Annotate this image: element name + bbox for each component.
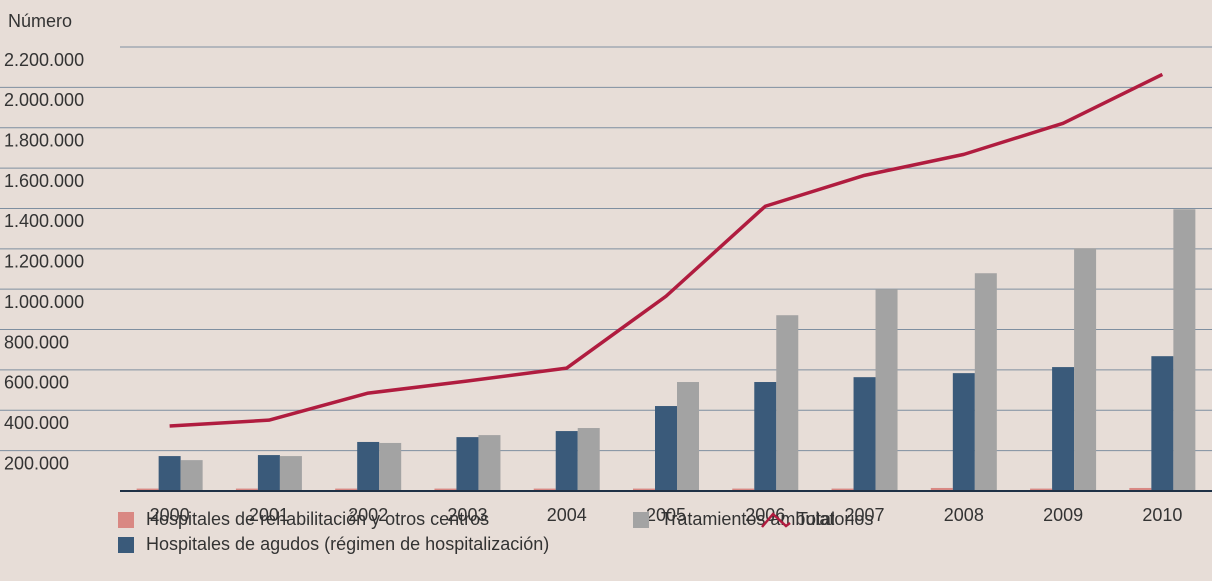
x-tick-label: 2007 bbox=[845, 505, 885, 525]
legend-label: Hospitales de agudos (régimen de hospita… bbox=[146, 534, 549, 554]
y-tick-label: 1.400.000 bbox=[4, 211, 84, 231]
bar bbox=[732, 488, 755, 491]
y-tick-label: 2.000.000 bbox=[4, 90, 84, 110]
y-tick-label: 200.000 bbox=[4, 453, 69, 473]
bar bbox=[974, 273, 997, 491]
x-tick-label: 2002 bbox=[348, 505, 388, 525]
bar bbox=[577, 428, 600, 491]
x-tick-label: 2010 bbox=[1142, 505, 1182, 525]
x-tick-label: 2009 bbox=[1043, 505, 1083, 525]
bar bbox=[1052, 367, 1075, 491]
legend-label: Hospitales de rehabilitación y otros cen… bbox=[146, 509, 489, 529]
bar bbox=[1030, 488, 1053, 491]
y-tick-label: 600.000 bbox=[4, 373, 69, 393]
y-tick-label: 1.200.000 bbox=[4, 252, 84, 272]
bar bbox=[434, 488, 457, 491]
y-tick-label: 800.000 bbox=[4, 332, 69, 352]
legend-swatch bbox=[118, 512, 134, 528]
legend-label: Tratamientos ambulatorios bbox=[661, 509, 873, 529]
bar bbox=[831, 488, 854, 491]
bar bbox=[754, 382, 777, 491]
bar bbox=[1173, 209, 1196, 491]
legend-swatch bbox=[118, 537, 134, 553]
bar bbox=[1129, 487, 1152, 491]
bar bbox=[257, 455, 280, 491]
y-tick-label: 1.000.000 bbox=[4, 292, 84, 312]
bar bbox=[776, 315, 799, 491]
bar bbox=[158, 456, 181, 491]
bar bbox=[875, 289, 898, 491]
y-tick-label: 2.200.000 bbox=[4, 50, 84, 70]
y-tick-label: 1.600.000 bbox=[4, 171, 84, 191]
x-tick-label: 2008 bbox=[944, 505, 984, 525]
bar bbox=[456, 437, 479, 491]
x-tick-label: 2001 bbox=[249, 505, 289, 525]
bar bbox=[478, 435, 501, 491]
bar bbox=[279, 456, 302, 491]
x-tick-label: 2006 bbox=[745, 505, 785, 525]
y-tick-label: 1.800.000 bbox=[4, 130, 84, 150]
legend-swatch bbox=[761, 512, 791, 528]
bar bbox=[555, 431, 578, 491]
bar bbox=[136, 488, 159, 491]
x-tick-label: 2003 bbox=[447, 505, 487, 525]
bar bbox=[379, 442, 402, 491]
bar bbox=[677, 382, 699, 491]
y-axis-label: Número bbox=[8, 11, 72, 31]
x-tick-label: 2000 bbox=[150, 505, 190, 525]
y-tick-label: 400.000 bbox=[4, 413, 69, 433]
legend-swatch bbox=[633, 512, 649, 528]
bar bbox=[952, 373, 975, 491]
bar bbox=[930, 487, 953, 491]
bar bbox=[533, 488, 556, 491]
x-tick-label: 2005 bbox=[646, 505, 686, 525]
bar bbox=[853, 377, 876, 491]
x-tick-label: 2004 bbox=[547, 505, 587, 525]
bar bbox=[633, 488, 655, 491]
bar bbox=[235, 488, 258, 491]
legend-label: Total bbox=[797, 509, 835, 529]
bar bbox=[655, 406, 677, 491]
bar bbox=[1151, 356, 1174, 491]
bar bbox=[357, 441, 380, 491]
bar bbox=[1074, 248, 1097, 491]
bar bbox=[335, 488, 358, 491]
bar bbox=[180, 460, 203, 491]
line bbox=[169, 72, 1164, 428]
